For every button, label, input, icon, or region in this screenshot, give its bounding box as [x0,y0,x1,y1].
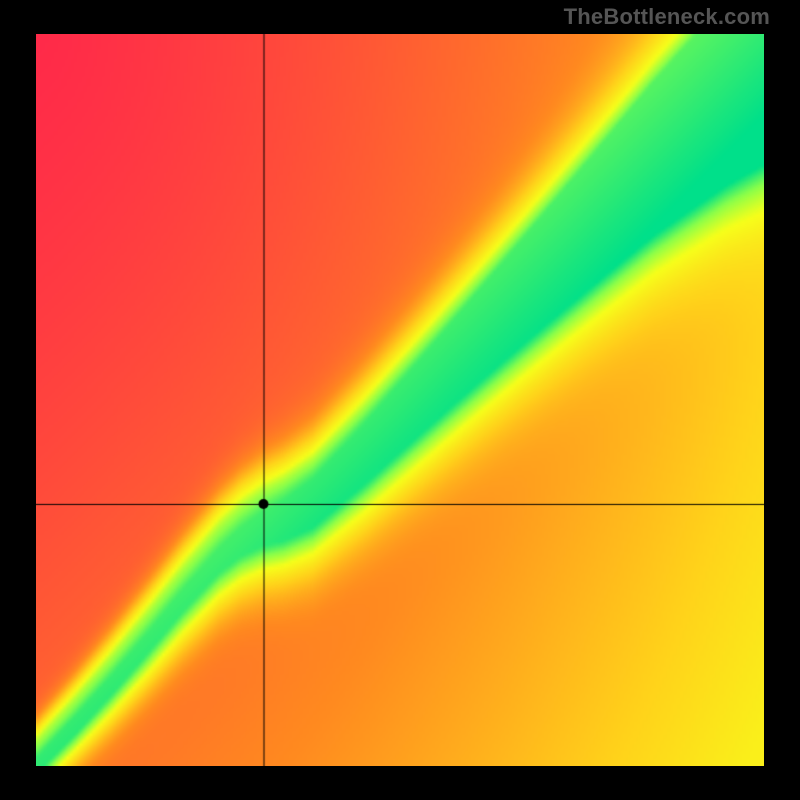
heatmap-canvas [36,34,764,766]
watermark-text: TheBottleneck.com [564,4,770,30]
chart-frame: TheBottleneck.com [0,0,800,800]
